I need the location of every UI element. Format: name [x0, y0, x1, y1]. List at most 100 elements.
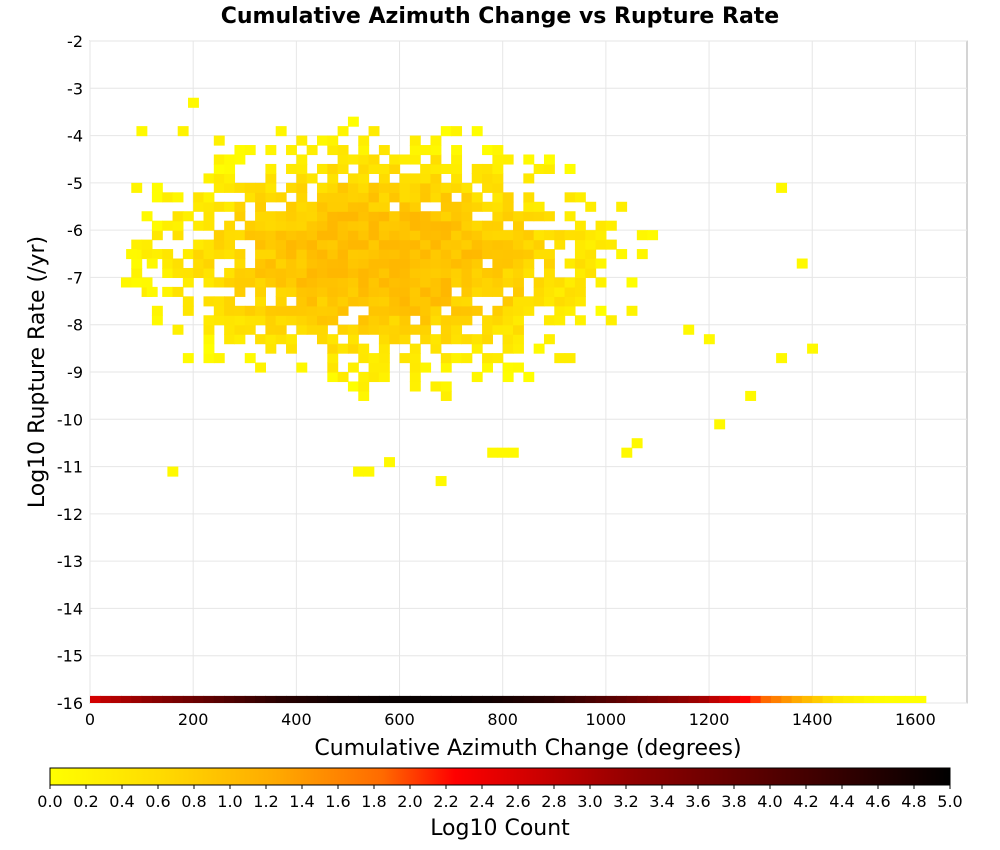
- heatmap-cell: [306, 695, 318, 703]
- heatmap-cell: [378, 324, 390, 335]
- heatmap-cell: [327, 230, 339, 241]
- heatmap-cell: [306, 211, 318, 222]
- heatmap-cell: [172, 211, 184, 222]
- heatmap-cell: [162, 192, 174, 203]
- heatmap-cell: [502, 695, 514, 703]
- heatmap-cell: [151, 695, 163, 703]
- heatmap-cell: [523, 372, 535, 383]
- heatmap-cell: [585, 695, 597, 703]
- heatmap-cell: [430, 154, 442, 165]
- heatmap-cell: [389, 249, 401, 260]
- heatmap-cell: [770, 695, 782, 703]
- heatmap-cell: [492, 201, 504, 212]
- colorbar-tick-label: 0.6: [145, 792, 170, 811]
- heatmap-cell: [358, 239, 370, 250]
- heatmap-cell: [234, 334, 246, 345]
- heatmap-cell: [368, 695, 380, 703]
- colorbar-tick-label: 1.8: [361, 792, 386, 811]
- heatmap-cell: [358, 182, 370, 193]
- heatmap-cell: [482, 353, 493, 364]
- heatmap-cell: [487, 447, 499, 458]
- heatmap-cell: [234, 249, 246, 260]
- heatmap-cell: [616, 249, 628, 260]
- heatmap-cell: [316, 201, 328, 212]
- heatmap-cell: [409, 220, 421, 231]
- heatmap-cell: [451, 334, 463, 345]
- y-tick-label: -10: [57, 410, 83, 429]
- heatmap-cell: [420, 286, 432, 297]
- heatmap-cell: [482, 286, 493, 297]
- heatmap-cell: [543, 695, 555, 703]
- heatmap-cell: [430, 305, 442, 316]
- heatmap-cell: [843, 695, 855, 703]
- heatmap-cell: [399, 305, 411, 316]
- x-tick-label: 0: [85, 710, 95, 729]
- heatmap-cell: [384, 457, 395, 468]
- heatmap-cell: [492, 353, 504, 364]
- heatmap-cell: [151, 220, 163, 231]
- heatmap-cell: [523, 249, 535, 260]
- heatmap-cell: [440, 353, 452, 364]
- heatmap-cell: [884, 695, 896, 703]
- heatmap-cell: [110, 695, 122, 703]
- heatmap-cell: [347, 324, 359, 335]
- heatmap-cell: [409, 372, 421, 383]
- heatmap-cell: [358, 220, 370, 231]
- heatmap-cell: [306, 324, 318, 335]
- heatmap-cell: [420, 305, 432, 316]
- heatmap-cell: [482, 334, 493, 345]
- heatmap-cell: [255, 334, 266, 345]
- heatmap-cell: [327, 258, 339, 269]
- heatmap-cell: [368, 258, 380, 269]
- heatmap-cell: [368, 353, 380, 364]
- heatmap-cell: [213, 239, 225, 250]
- heatmap-cell: [420, 211, 432, 222]
- heatmap-cell: [286, 334, 297, 345]
- heatmap-cell: [378, 362, 390, 373]
- heatmap-cell: [451, 163, 463, 174]
- heatmap-cell: [275, 695, 287, 703]
- y-tick-label: -9: [67, 363, 83, 382]
- heatmap-cell: [440, 230, 452, 241]
- heatmap-cell: [471, 192, 483, 203]
- heatmap-cell: [430, 182, 442, 193]
- heatmap-cell: [574, 230, 586, 241]
- heatmap-cell: [234, 258, 246, 269]
- heatmap-cell: [347, 154, 359, 165]
- heatmap-cell: [574, 277, 586, 288]
- heatmap-cell: [224, 220, 236, 231]
- heatmap-cell: [482, 173, 493, 184]
- heatmap-cell: [574, 695, 586, 703]
- heatmap-cell: [616, 695, 628, 703]
- heatmap-cell: [482, 201, 493, 212]
- heatmap-cell: [502, 277, 514, 288]
- heatmap-cell: [234, 154, 246, 165]
- heatmap-cell: [482, 695, 493, 703]
- heatmap-cell: [471, 220, 483, 231]
- heatmap-cell: [368, 201, 380, 212]
- heatmap-cell: [213, 249, 225, 260]
- heatmap-cell: [894, 695, 906, 703]
- colorbar-tick-label: 0.0: [37, 792, 62, 811]
- heatmap-cell: [146, 286, 158, 297]
- heatmap-cell: [358, 249, 370, 260]
- heatmap-cell: [451, 249, 463, 260]
- heatmap-cell: [213, 277, 225, 288]
- heatmap-cell: [440, 220, 452, 231]
- y-tick-label: -5: [67, 174, 83, 193]
- heatmap-cell: [451, 324, 463, 335]
- heatmap-cell: [131, 182, 143, 193]
- heatmap-cell: [543, 249, 555, 260]
- heatmap-cell: [451, 258, 463, 269]
- heatmap-cell: [368, 362, 380, 373]
- heatmap-cell: [409, 211, 421, 222]
- heatmap-cell: [585, 249, 597, 260]
- heatmap-cell: [389, 324, 401, 335]
- heatmap-cell: [492, 695, 504, 703]
- heatmap-cell: [306, 305, 318, 316]
- heatmap-cell: [172, 324, 184, 335]
- heatmap-cell: [368, 249, 380, 260]
- heatmap-cell: [203, 239, 215, 250]
- heatmap-cell: [368, 239, 380, 250]
- heatmap-cell: [182, 296, 194, 307]
